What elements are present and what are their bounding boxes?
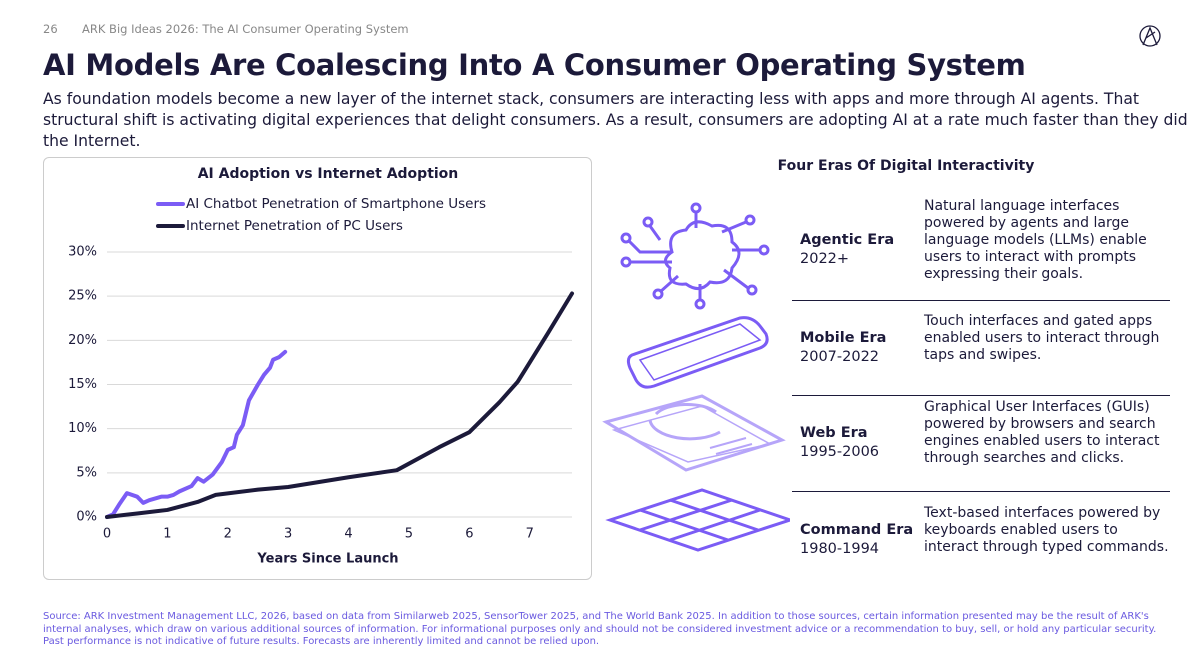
era-years: 1980-1994 xyxy=(800,541,880,557)
logo xyxy=(1139,25,1161,47)
era-name: Mobile Era xyxy=(800,330,887,346)
x-tick-label: 3 xyxy=(284,527,292,542)
deck-title: ARK Big Ideas 2026: The AI Consumer Oper… xyxy=(82,22,409,36)
era-description: Text-based interfaces powered by keyboar… xyxy=(924,504,1169,555)
y-tick-label: 10% xyxy=(68,421,97,436)
x-tick-label: 5 xyxy=(405,527,413,542)
x-tick-label: 4 xyxy=(344,527,352,542)
chart-frame xyxy=(43,157,592,580)
slide-subtitle: As foundation models become a new layer … xyxy=(43,90,1188,150)
era-years: 2007-2022 xyxy=(800,349,880,365)
grid-icon xyxy=(605,488,790,552)
x-tick-label: 7 xyxy=(526,527,534,542)
legend-label: AI Chatbot Penetration of Smartphone Use… xyxy=(186,196,486,212)
y-tick-label: 15% xyxy=(68,377,97,392)
page-number: 26 xyxy=(43,22,58,36)
web-icon xyxy=(602,394,786,472)
brain-icon xyxy=(620,202,770,310)
era-divider xyxy=(792,395,1170,396)
era-years: 1995-2006 xyxy=(800,444,880,460)
era-years: 2022+ xyxy=(800,251,850,267)
line-series xyxy=(105,291,574,519)
line-series xyxy=(105,349,288,519)
y-tick-label: 0% xyxy=(76,510,97,525)
era-name: Agentic Era xyxy=(800,232,895,248)
era-divider xyxy=(792,491,1170,492)
chart: AI Adoption vs Internet Adoption Years S… xyxy=(68,166,574,567)
source-note: Source: ARK Investment Management LLC, 2… xyxy=(43,611,1157,647)
x-tick-label: 1 xyxy=(163,527,171,542)
phone-icon xyxy=(626,316,769,389)
era-name: Command Era xyxy=(800,522,914,538)
chart-title: AI Adoption vs Internet Adoption xyxy=(198,166,459,182)
x-tick-label: 0 xyxy=(103,527,111,542)
y-tick-label: 30% xyxy=(68,245,97,260)
x-axis-label: Years Since Launch xyxy=(256,552,398,567)
y-tick-label: 20% xyxy=(68,333,97,348)
x-tick-label: 2 xyxy=(224,527,232,542)
era-icons xyxy=(602,202,790,552)
x-tick-label: 6 xyxy=(465,527,473,542)
era-name: Web Era xyxy=(800,425,868,441)
eras-title: Four Eras Of Digital Interactivity xyxy=(777,158,1035,174)
era-description: Graphical User Interfaces (GUIs) powered… xyxy=(924,399,1160,466)
legend-label: Internet Penetration of PC Users xyxy=(186,218,403,234)
y-tick-label: 5% xyxy=(76,465,97,480)
era-description: Natural language interfaces powered by a… xyxy=(924,197,1147,282)
era-description: Touch interfaces and gated apps enabled … xyxy=(924,312,1160,363)
era-divider xyxy=(792,300,1170,301)
y-tick-label: 25% xyxy=(68,289,97,304)
slide-title: AI Models Are Coalescing Into A Consumer… xyxy=(43,48,1026,82)
